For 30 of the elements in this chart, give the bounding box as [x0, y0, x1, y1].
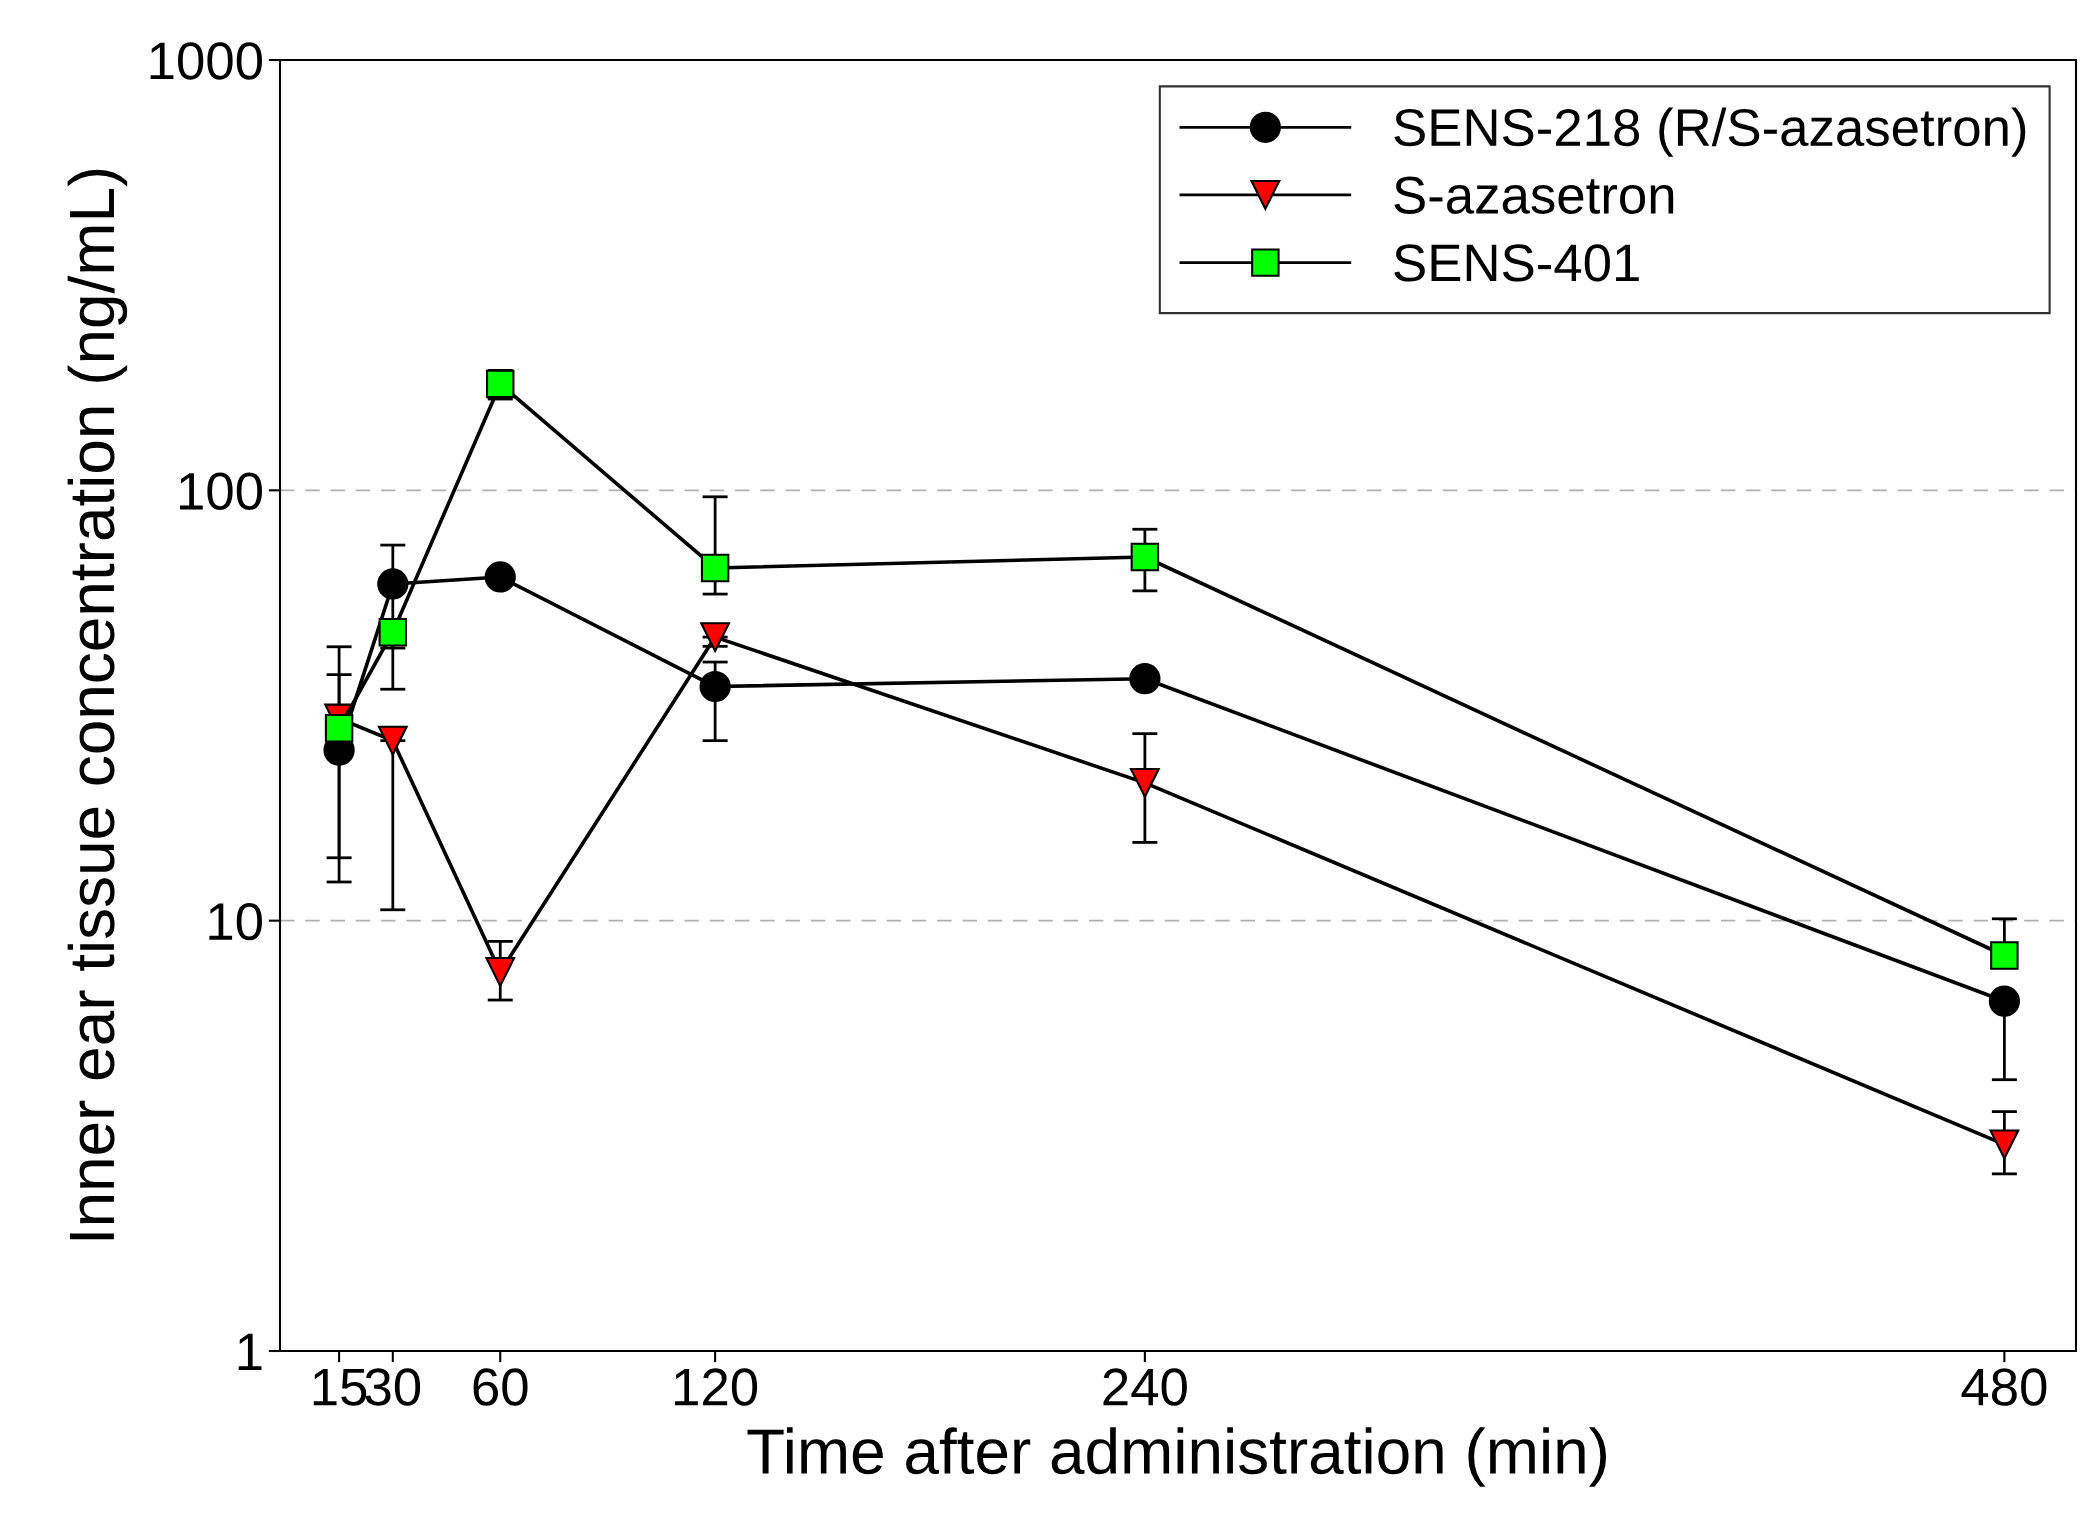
- point: [700, 622, 731, 653]
- x-tick-label: 30: [365, 1368, 421, 1406]
- x-tick-label: 240: [1103, 1368, 1187, 1406]
- point: [1129, 767, 1160, 798]
- y-tick-label: 100: [180, 472, 262, 510]
- y-tick-label: 10: [209, 902, 262, 941]
- point: [484, 561, 516, 593]
- y-tick-label: 1: [238, 1333, 262, 1371]
- point: [699, 670, 731, 703]
- legend-label: SENS-401: [1394, 244, 1639, 282]
- point: [485, 957, 516, 987]
- x-tick-label: 15: [313, 1368, 367, 1406]
- point: [377, 725, 408, 756]
- point: [1129, 663, 1161, 695]
- point: [1990, 941, 2019, 970]
- x-axis-title: Time after administration (min): [747, 1427, 1606, 1487]
- y-tick-label: 1000: [150, 42, 262, 80]
- x-tick-label: 60: [473, 1368, 528, 1406]
- point: [324, 714, 354, 743]
- point: [1130, 542, 1160, 572]
- legend-label: SENS-218 (R/S-azasetron): [1394, 107, 2026, 157]
- point: [700, 553, 730, 583]
- point: [1989, 1129, 2020, 1160]
- x-tick-label: 480: [1961, 1368, 2047, 1406]
- x-tick-label: 120: [675, 1368, 758, 1406]
- point: [378, 618, 408, 647]
- y-axis-title: Inner ear tissue concentration (ng/mL): [67, 169, 128, 1240]
- point: [377, 568, 409, 600]
- legend-label: S-azasetron: [1394, 176, 1674, 214]
- point: [1988, 985, 2020, 1017]
